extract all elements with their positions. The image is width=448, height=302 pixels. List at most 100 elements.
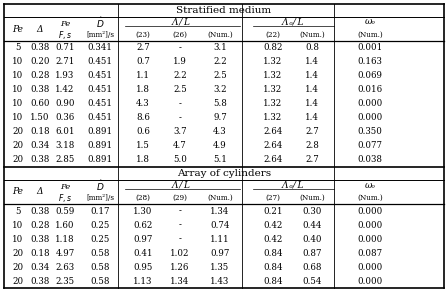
- Text: 2.85: 2.85: [55, 156, 75, 165]
- Text: ωₒ: ωₒ: [365, 18, 375, 27]
- Text: 0.451: 0.451: [87, 85, 112, 95]
- Text: 2.8: 2.8: [305, 142, 319, 150]
- Text: (23): (23): [136, 31, 151, 39]
- Text: 0.451: 0.451: [87, 99, 112, 108]
- Text: 0.38: 0.38: [30, 156, 50, 165]
- Text: 0.25: 0.25: [90, 234, 110, 243]
- Text: 6.01: 6.01: [55, 127, 75, 137]
- Text: 4.9: 4.9: [213, 142, 227, 150]
- Text: 0.000: 0.000: [358, 277, 383, 285]
- Text: 0.36: 0.36: [56, 114, 75, 123]
- Text: 0.069: 0.069: [358, 72, 383, 81]
- Text: 0.54: 0.54: [302, 277, 322, 285]
- Text: 2.7: 2.7: [305, 156, 319, 165]
- Text: 0.84: 0.84: [263, 277, 283, 285]
- Text: 0.58: 0.58: [90, 262, 110, 271]
- Text: 2.2: 2.2: [173, 72, 187, 81]
- Text: 10: 10: [13, 99, 24, 108]
- Text: 1.32: 1.32: [263, 99, 283, 108]
- Text: Λ / L: Λ / L: [172, 181, 191, 189]
- Text: 1.32: 1.32: [263, 57, 283, 66]
- Text: [mm²]/s: [mm²]/s: [86, 31, 114, 39]
- Text: Pe: Pe: [60, 20, 70, 28]
- Text: 4.97: 4.97: [56, 249, 75, 258]
- Text: 8.6: 8.6: [136, 114, 150, 123]
- Text: 0.38: 0.38: [30, 43, 50, 53]
- Text: 1.9: 1.9: [173, 57, 187, 66]
- Text: Pe: Pe: [13, 188, 23, 197]
- Text: 0.451: 0.451: [87, 72, 112, 81]
- Text: 5: 5: [15, 207, 21, 216]
- Text: 0.90: 0.90: [55, 99, 75, 108]
- Text: 0.71: 0.71: [55, 43, 75, 53]
- Text: 1.35: 1.35: [211, 262, 230, 271]
- Text: ωₒ: ωₒ: [365, 181, 375, 189]
- Text: 1.34: 1.34: [211, 207, 230, 216]
- Text: 2.64: 2.64: [263, 142, 283, 150]
- Text: 0.44: 0.44: [302, 220, 322, 230]
- Text: 3.2: 3.2: [213, 85, 227, 95]
- Text: 2.2: 2.2: [213, 57, 227, 66]
- Text: (22): (22): [266, 31, 280, 39]
- Text: 5.1: 5.1: [213, 156, 227, 165]
- Text: 9.7: 9.7: [213, 114, 227, 123]
- Text: 0.891: 0.891: [87, 156, 112, 165]
- Text: 0.60: 0.60: [30, 99, 50, 108]
- Text: Λ ₒ/ L: Λ ₒ/ L: [281, 18, 304, 27]
- Text: 0.000: 0.000: [358, 234, 383, 243]
- Text: 1.32: 1.32: [263, 72, 283, 81]
- Text: 0.000: 0.000: [358, 99, 383, 108]
- Text: 1.4: 1.4: [305, 57, 319, 66]
- Text: 2.5: 2.5: [173, 85, 187, 95]
- Text: 1.26: 1.26: [170, 262, 190, 271]
- Text: -: -: [179, 114, 181, 123]
- Text: Pe: Pe: [13, 24, 23, 34]
- Text: Pe: Pe: [60, 183, 70, 191]
- Text: -: -: [179, 99, 181, 108]
- Text: 1.02: 1.02: [170, 249, 190, 258]
- Text: 20: 20: [13, 277, 24, 285]
- Text: (Num.): (Num.): [207, 194, 233, 202]
- Text: 0.87: 0.87: [302, 249, 322, 258]
- Text: 2.7: 2.7: [136, 43, 150, 53]
- Text: 0.97: 0.97: [210, 249, 230, 258]
- Text: (Num.): (Num.): [299, 194, 325, 202]
- Text: 0.20: 0.20: [30, 57, 50, 66]
- Text: 0.891: 0.891: [87, 127, 112, 137]
- Text: 20: 20: [13, 249, 24, 258]
- Text: 0.58: 0.58: [90, 277, 110, 285]
- Text: 2.64: 2.64: [263, 156, 283, 165]
- Text: Stratified medium: Stratified medium: [177, 6, 271, 15]
- Text: Λ ₒ/ L: Λ ₒ/ L: [281, 181, 304, 189]
- Text: 5.0: 5.0: [173, 156, 187, 165]
- Text: 0.000: 0.000: [358, 114, 383, 123]
- Text: 3.7: 3.7: [173, 127, 187, 137]
- Text: 1.42: 1.42: [55, 85, 75, 95]
- Text: 10: 10: [13, 57, 24, 66]
- Text: 1.4: 1.4: [305, 99, 319, 108]
- Text: 0.17: 0.17: [90, 207, 110, 216]
- Text: 0.18: 0.18: [30, 127, 50, 137]
- Text: 0.087: 0.087: [358, 249, 383, 258]
- Text: (27): (27): [266, 194, 280, 202]
- Text: 1.30: 1.30: [134, 207, 153, 216]
- Text: -: -: [179, 234, 181, 243]
- Text: 0.41: 0.41: [133, 249, 153, 258]
- Text: 10: 10: [13, 72, 24, 81]
- Text: (26): (26): [172, 31, 188, 39]
- Text: 0.38: 0.38: [30, 85, 50, 95]
- Text: 0.95: 0.95: [134, 262, 153, 271]
- Text: (Num.): (Num.): [357, 194, 383, 202]
- Text: 0.42: 0.42: [263, 234, 283, 243]
- Text: 0.58: 0.58: [90, 249, 110, 258]
- Text: (29): (29): [172, 194, 188, 202]
- Text: 0.68: 0.68: [302, 262, 322, 271]
- Text: 1.34: 1.34: [170, 277, 190, 285]
- Text: 0.163: 0.163: [358, 57, 383, 66]
- Text: 0.8: 0.8: [305, 43, 319, 53]
- Text: (Num.): (Num.): [207, 31, 233, 39]
- Text: 1.43: 1.43: [211, 277, 230, 285]
- Text: 0.84: 0.84: [263, 249, 283, 258]
- Text: (Num.): (Num.): [357, 31, 383, 39]
- Text: 1.4: 1.4: [305, 85, 319, 95]
